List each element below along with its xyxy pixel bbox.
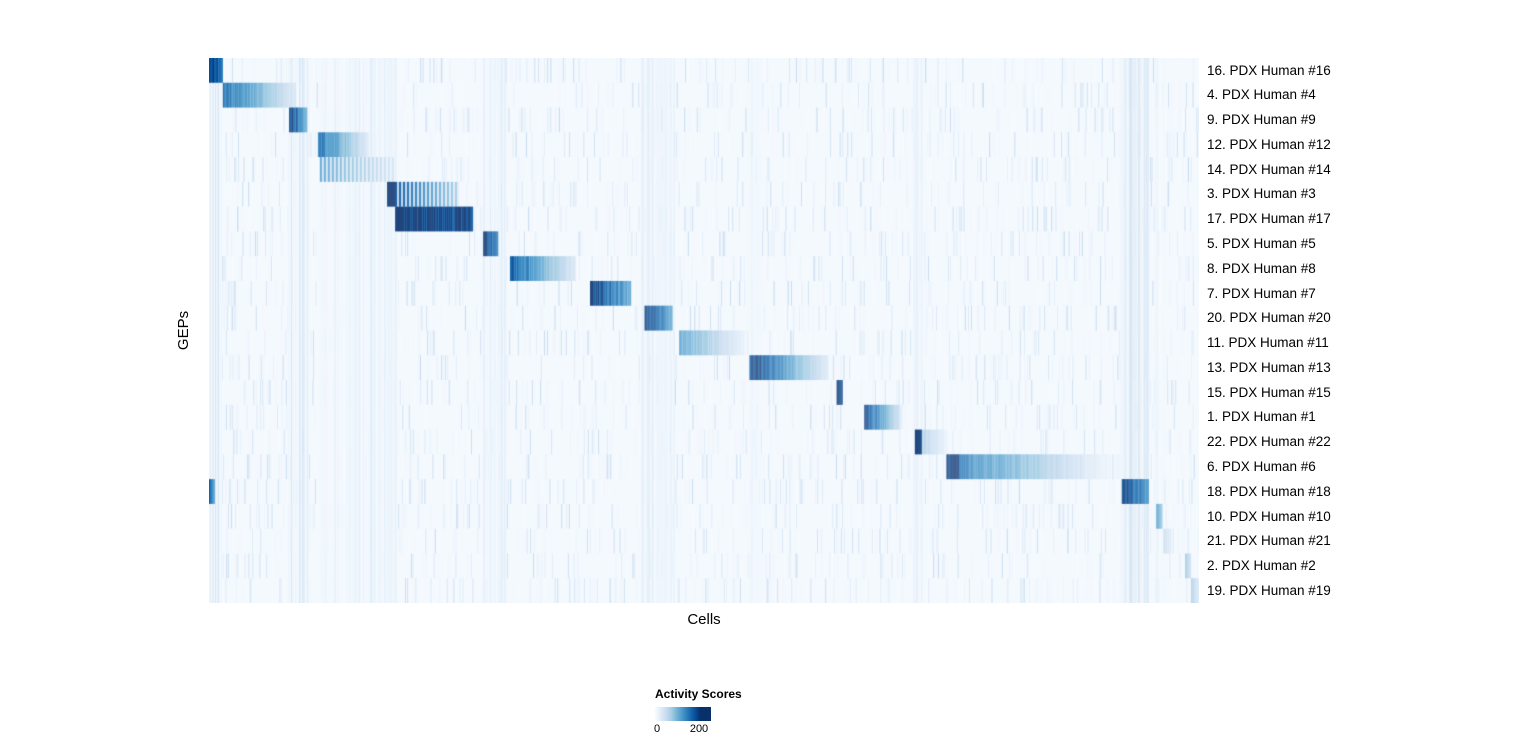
row-label: 5. PDX Human #5: [1207, 236, 1316, 252]
row-labels: 16. PDX Human #16 4. PDX Human #4 9. PDX H…: [1207, 58, 1527, 603]
row-label: 9. PDX Human #9: [1207, 112, 1316, 128]
row-label: 16. PDX Human #16: [1207, 62, 1331, 78]
row-label: 1. PDX Human #1: [1207, 409, 1316, 425]
row-label: 22. PDX Human #22: [1207, 434, 1331, 450]
row-label: 13. PDX Human #13: [1207, 359, 1331, 375]
heatmap-canvas: [209, 58, 1199, 603]
row-label: 6. PDX Human #6: [1207, 458, 1316, 474]
y-axis-label-text: GEPs: [175, 310, 193, 351]
y-axis-label: GEPs: [168, 58, 200, 603]
row-label: 19. PDX Human #19: [1207, 582, 1331, 598]
row-label: 21. PDX Human #21: [1207, 533, 1331, 549]
legend-gradient-bar: [655, 707, 711, 721]
row-label: 3. PDX Human #3: [1207, 186, 1316, 202]
legend-title: Activity Scores: [655, 687, 742, 701]
row-label: 7. PDX Human #7: [1207, 285, 1316, 301]
x-axis-label: Cells: [687, 611, 721, 628]
row-label: 10. PDX Human #10: [1207, 508, 1331, 524]
row-label: 14. PDX Human #14: [1207, 161, 1331, 177]
legend-ticks: 0 200: [653, 723, 711, 737]
row-label: 18. PDX Human #18: [1207, 483, 1331, 499]
row-label: 4. PDX Human #4: [1207, 87, 1316, 103]
row-label: 17. PDX Human #17: [1207, 211, 1331, 227]
row-label: 15. PDX Human #15: [1207, 384, 1331, 400]
legend-tick-min: 0: [653, 723, 661, 735]
row-label: 2. PDX Human #2: [1207, 558, 1316, 574]
legend: Activity Scores 0 200: [653, 687, 775, 737]
row-label: 8. PDX Human #8: [1207, 260, 1316, 276]
row-label: 11. PDX Human #11: [1207, 335, 1329, 351]
legend-tick-max: 200: [689, 723, 709, 735]
row-label: 12. PDX Human #12: [1207, 136, 1331, 152]
row-label: 20. PDX Human #20: [1207, 310, 1331, 326]
heatmap-plot-area: [209, 58, 1199, 603]
